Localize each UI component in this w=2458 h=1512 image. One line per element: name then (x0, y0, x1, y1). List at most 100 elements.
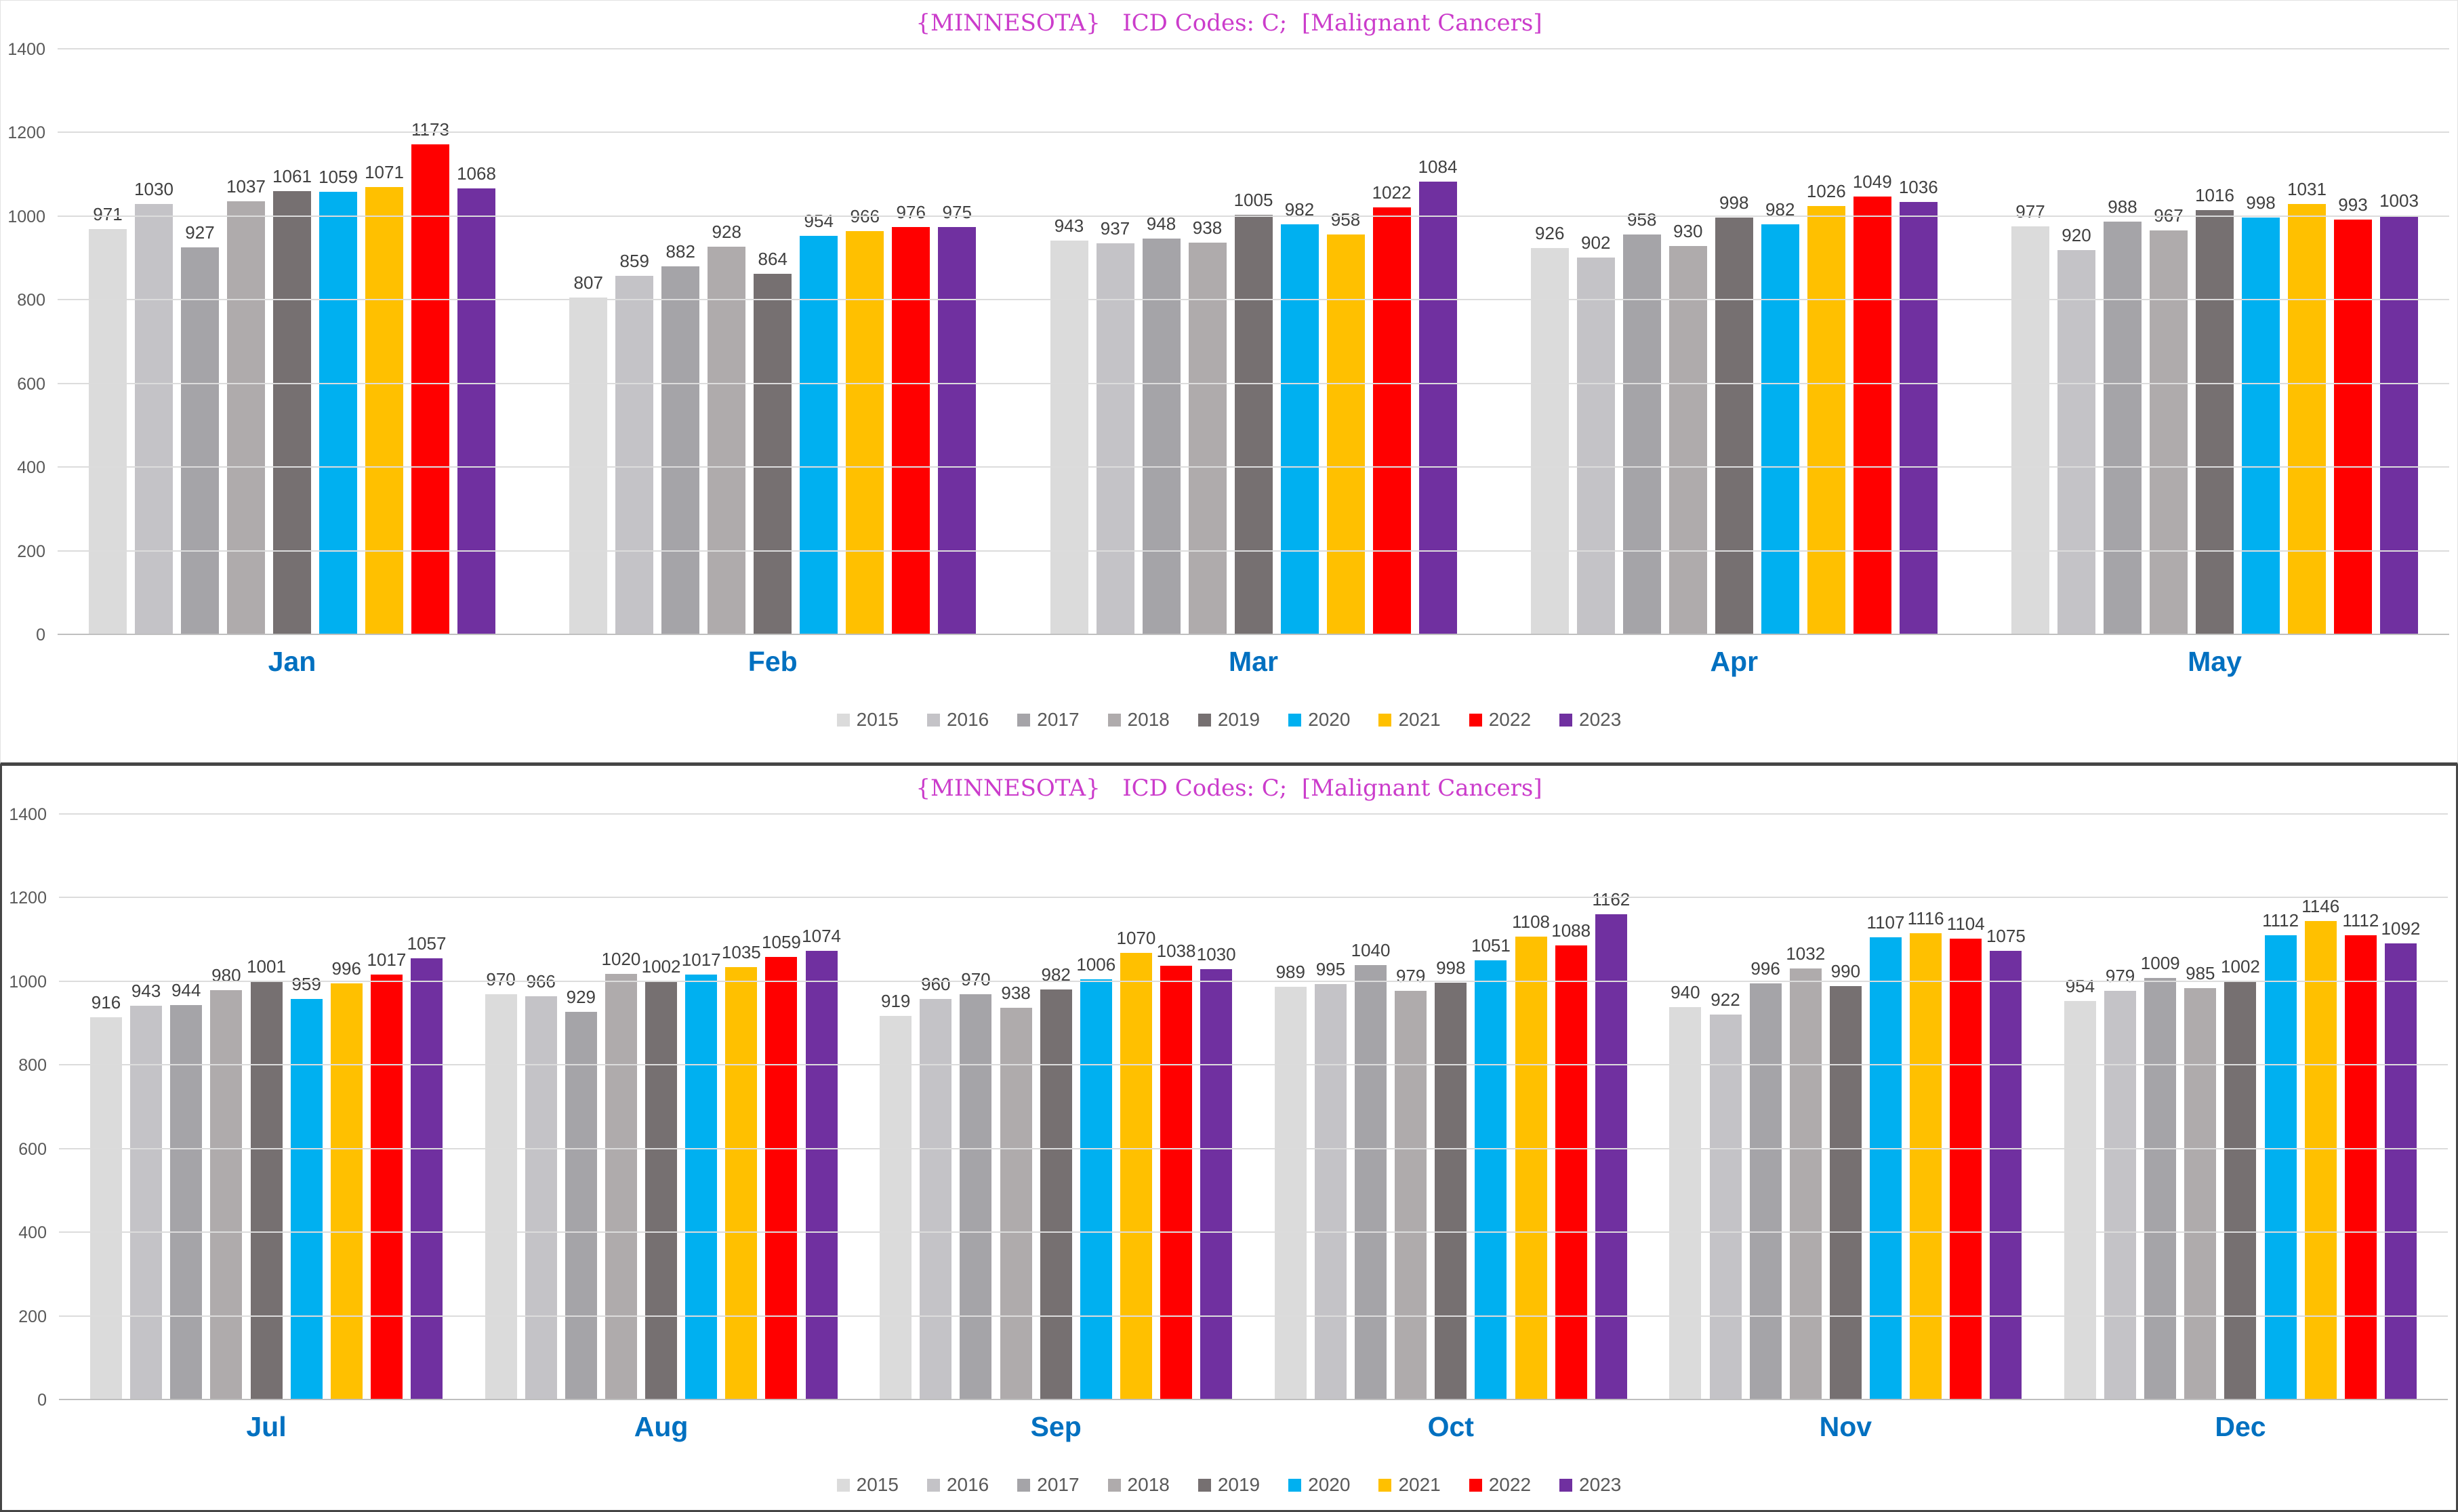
bar-sep-2021: 1070 (1117, 928, 1155, 1400)
bar-value-label: 1049 (1852, 171, 1892, 192)
bar-dec-2019: 1002 (2221, 956, 2260, 1400)
bar (290, 999, 323, 1400)
legend-item-2020: 2020 (1288, 709, 1350, 731)
bar-value-label: 1032 (1786, 943, 1826, 964)
y-axis-tick-label: 0 (37, 1391, 47, 1410)
bar-sep-2019: 982 (1040, 964, 1072, 1400)
bar (2264, 935, 2297, 1400)
bar-value-label: 1009 (2140, 953, 2180, 973)
x-axis-label-nov: Nov (1819, 1411, 1872, 1442)
legend-swatch (1559, 1478, 1573, 1492)
bar (2057, 250, 2095, 635)
bar (1749, 983, 1782, 1400)
bar-aug-2016: 966 (525, 971, 557, 1400)
x-axis-label-apr: Apr (1710, 646, 1759, 677)
bar-oct-2022: 1088 (1551, 920, 1591, 1400)
bar-value-label: 960 (921, 974, 951, 994)
bar (1096, 243, 1134, 635)
bar (2104, 222, 2142, 635)
bar-feb-2023: 975 (938, 202, 977, 635)
bar-value-label: 937 (1100, 218, 1130, 239)
y-axis-tick-label: 1200 (7, 123, 45, 143)
y-axis-tick-label: 200 (17, 542, 45, 561)
bar-value-label: 990 (1830, 961, 1861, 981)
bar-value-label: 996 (331, 958, 361, 979)
bar (1080, 979, 1112, 1400)
bar (1435, 983, 1467, 1400)
bar (319, 192, 357, 635)
bar-nov-2015: 940 (1669, 982, 1702, 1400)
legend: 2015 2016 2017 2018 2019 2020 2021 2022 2023 (1, 704, 2457, 735)
bar-value-label: 920 (2062, 225, 2091, 245)
bar-aug-2023: 1074 (802, 926, 841, 1400)
bar-value-label: 971 (93, 204, 123, 224)
bar (1910, 933, 1942, 1400)
bar-value-label: 975 (942, 202, 972, 222)
gridline (58, 131, 2449, 134)
legend-item-2016: 2016 (926, 709, 989, 731)
bar-mar-2023: 1084 (1418, 157, 1457, 635)
bar (605, 974, 637, 1400)
legend-item-2023: 2023 (1559, 1474, 1621, 1496)
bar (1314, 984, 1347, 1400)
bar-value-label: 998 (1436, 958, 1466, 978)
bar (2288, 204, 2326, 635)
legend-item-2022: 2022 (1469, 1474, 1531, 1496)
legend-item-2021: 2021 (1378, 709, 1441, 731)
bar-value-label: 1030 (134, 179, 173, 199)
bar-may-2019: 1016 (2195, 185, 2234, 635)
bar-apr-2020: 982 (1761, 199, 1799, 635)
bar-group-feb: 807 859 882 928 864 954 966 976 975 (569, 202, 977, 635)
bar-sep-2022: 1038 (1157, 941, 1195, 1400)
bar-feb-2018: 928 (708, 222, 746, 635)
legend-item-2017: 2017 (1017, 1474, 1080, 1496)
bar-value-label: 988 (2108, 197, 2137, 217)
bar (1120, 953, 1152, 1400)
bar (1372, 207, 1411, 635)
bar-value-label: 1020 (601, 949, 641, 969)
bar-jan-2022: 1173 (411, 119, 449, 635)
bar (645, 981, 678, 1400)
y-axis-tick-label: 1200 (9, 888, 47, 908)
gridline (59, 813, 2448, 815)
gridline (58, 299, 2449, 301)
bar-group-nov: 940 922 996 1032 990 1107 1116 1104 1075 (1669, 908, 2026, 1400)
chart-title: {MINNESOTA} ICD Codes: C; [Malignant Can… (916, 9, 1542, 37)
bar (170, 1005, 203, 1400)
y-axis-tick-label: 1000 (7, 207, 45, 226)
bar-value-label: 1112 (2262, 910, 2299, 931)
legend-item-2023: 2023 (1559, 709, 1621, 731)
gridline (59, 1064, 2448, 1066)
bar-group-may: 977 920 988 967 1016 998 1031 993 1003 (2011, 179, 2419, 635)
bar-dec-2020: 1112 (2262, 910, 2299, 1400)
bar (1142, 239, 1181, 635)
bar-sep-2016: 960 (920, 974, 952, 1400)
bar (2344, 935, 2377, 1400)
bar-value-label: 943 (1054, 216, 1084, 236)
bar-dec-2022: 1112 (2342, 910, 2379, 1400)
bar (2242, 218, 2280, 635)
bar (1669, 1007, 1702, 1400)
bar (708, 247, 746, 635)
bar-aug-2018: 1020 (602, 949, 640, 1400)
bar-jul-2023: 1057 (407, 933, 446, 1400)
bar (1188, 243, 1227, 635)
bar-jul-2022: 1017 (367, 949, 406, 1400)
bar-value-label: 940 (1671, 982, 1700, 1002)
bar (457, 188, 495, 635)
bar (2011, 226, 2049, 635)
bar (1530, 248, 1569, 635)
bar (960, 994, 992, 1400)
x-axis-label-mar: Mar (1229, 646, 1278, 677)
bar (227, 201, 265, 635)
bar (1040, 989, 1072, 1400)
bar-may-2023: 1003 (2379, 190, 2419, 635)
x-axis-label-sep: Sep (1030, 1411, 1082, 1442)
bar-value-label: 958 (1330, 209, 1361, 230)
bars-row: 971 1030 927 1037 1061 1059 1071 1173 1068 807 859… (58, 49, 2449, 635)
bar-value-label: 1017 (367, 949, 407, 970)
bar-value-label: 976 (896, 202, 926, 222)
bar (1595, 914, 1627, 1400)
bar-nov-2020: 1107 (1867, 912, 1904, 1400)
legend-item-2019: 2019 (1197, 709, 1260, 731)
